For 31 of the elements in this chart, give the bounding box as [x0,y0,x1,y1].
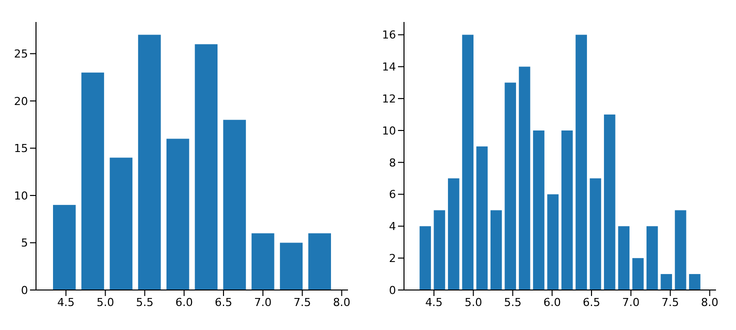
y-tick-label: 10 [382,124,396,138]
y-tick-label: 6 [389,188,396,202]
x-tick-label: 7.5 [662,296,680,309]
y-tick-label: 2 [389,252,396,265]
x-tick-label: 7.5 [294,296,312,309]
x-tick-label: 4.5 [57,296,75,309]
x-tick-label: 5.0 [96,296,114,309]
x-tick-label: 5.5 [504,296,522,309]
y-tick-label: 20 [14,94,28,108]
x-tick-label: 5.0 [464,296,482,309]
y-tick-label: 5 [21,236,28,250]
x-tick-label: 4.5 [425,296,443,309]
y-tick-label: 8 [389,156,396,170]
x-tick-label: 7.0 [254,296,272,309]
y-tick-label: 16 [382,28,396,42]
y-tick-label: 14 [382,60,396,74]
y-tick-label: 12 [382,92,396,106]
x-tick-label: 6.0 [175,296,193,309]
x-tick-label: 8.0 [700,296,718,309]
y-tick-label: 0 [21,284,28,297]
y-tick-label: 25 [14,48,28,61]
x-tick-label: 8.0 [332,296,350,309]
x-tick-label: 7.0 [622,296,640,309]
y-tick-label: 4 [389,220,396,234]
x-tick-label: 6.5 [582,296,600,309]
x-tick-label: 6.5 [214,296,232,309]
x-tick-label: 6.0 [543,296,561,309]
y-tick-label: 15 [14,142,28,156]
x-tick-label: 5.5 [136,296,154,309]
y-tick-label: 10 [14,189,28,202]
y-tick-label: 0 [389,284,396,297]
